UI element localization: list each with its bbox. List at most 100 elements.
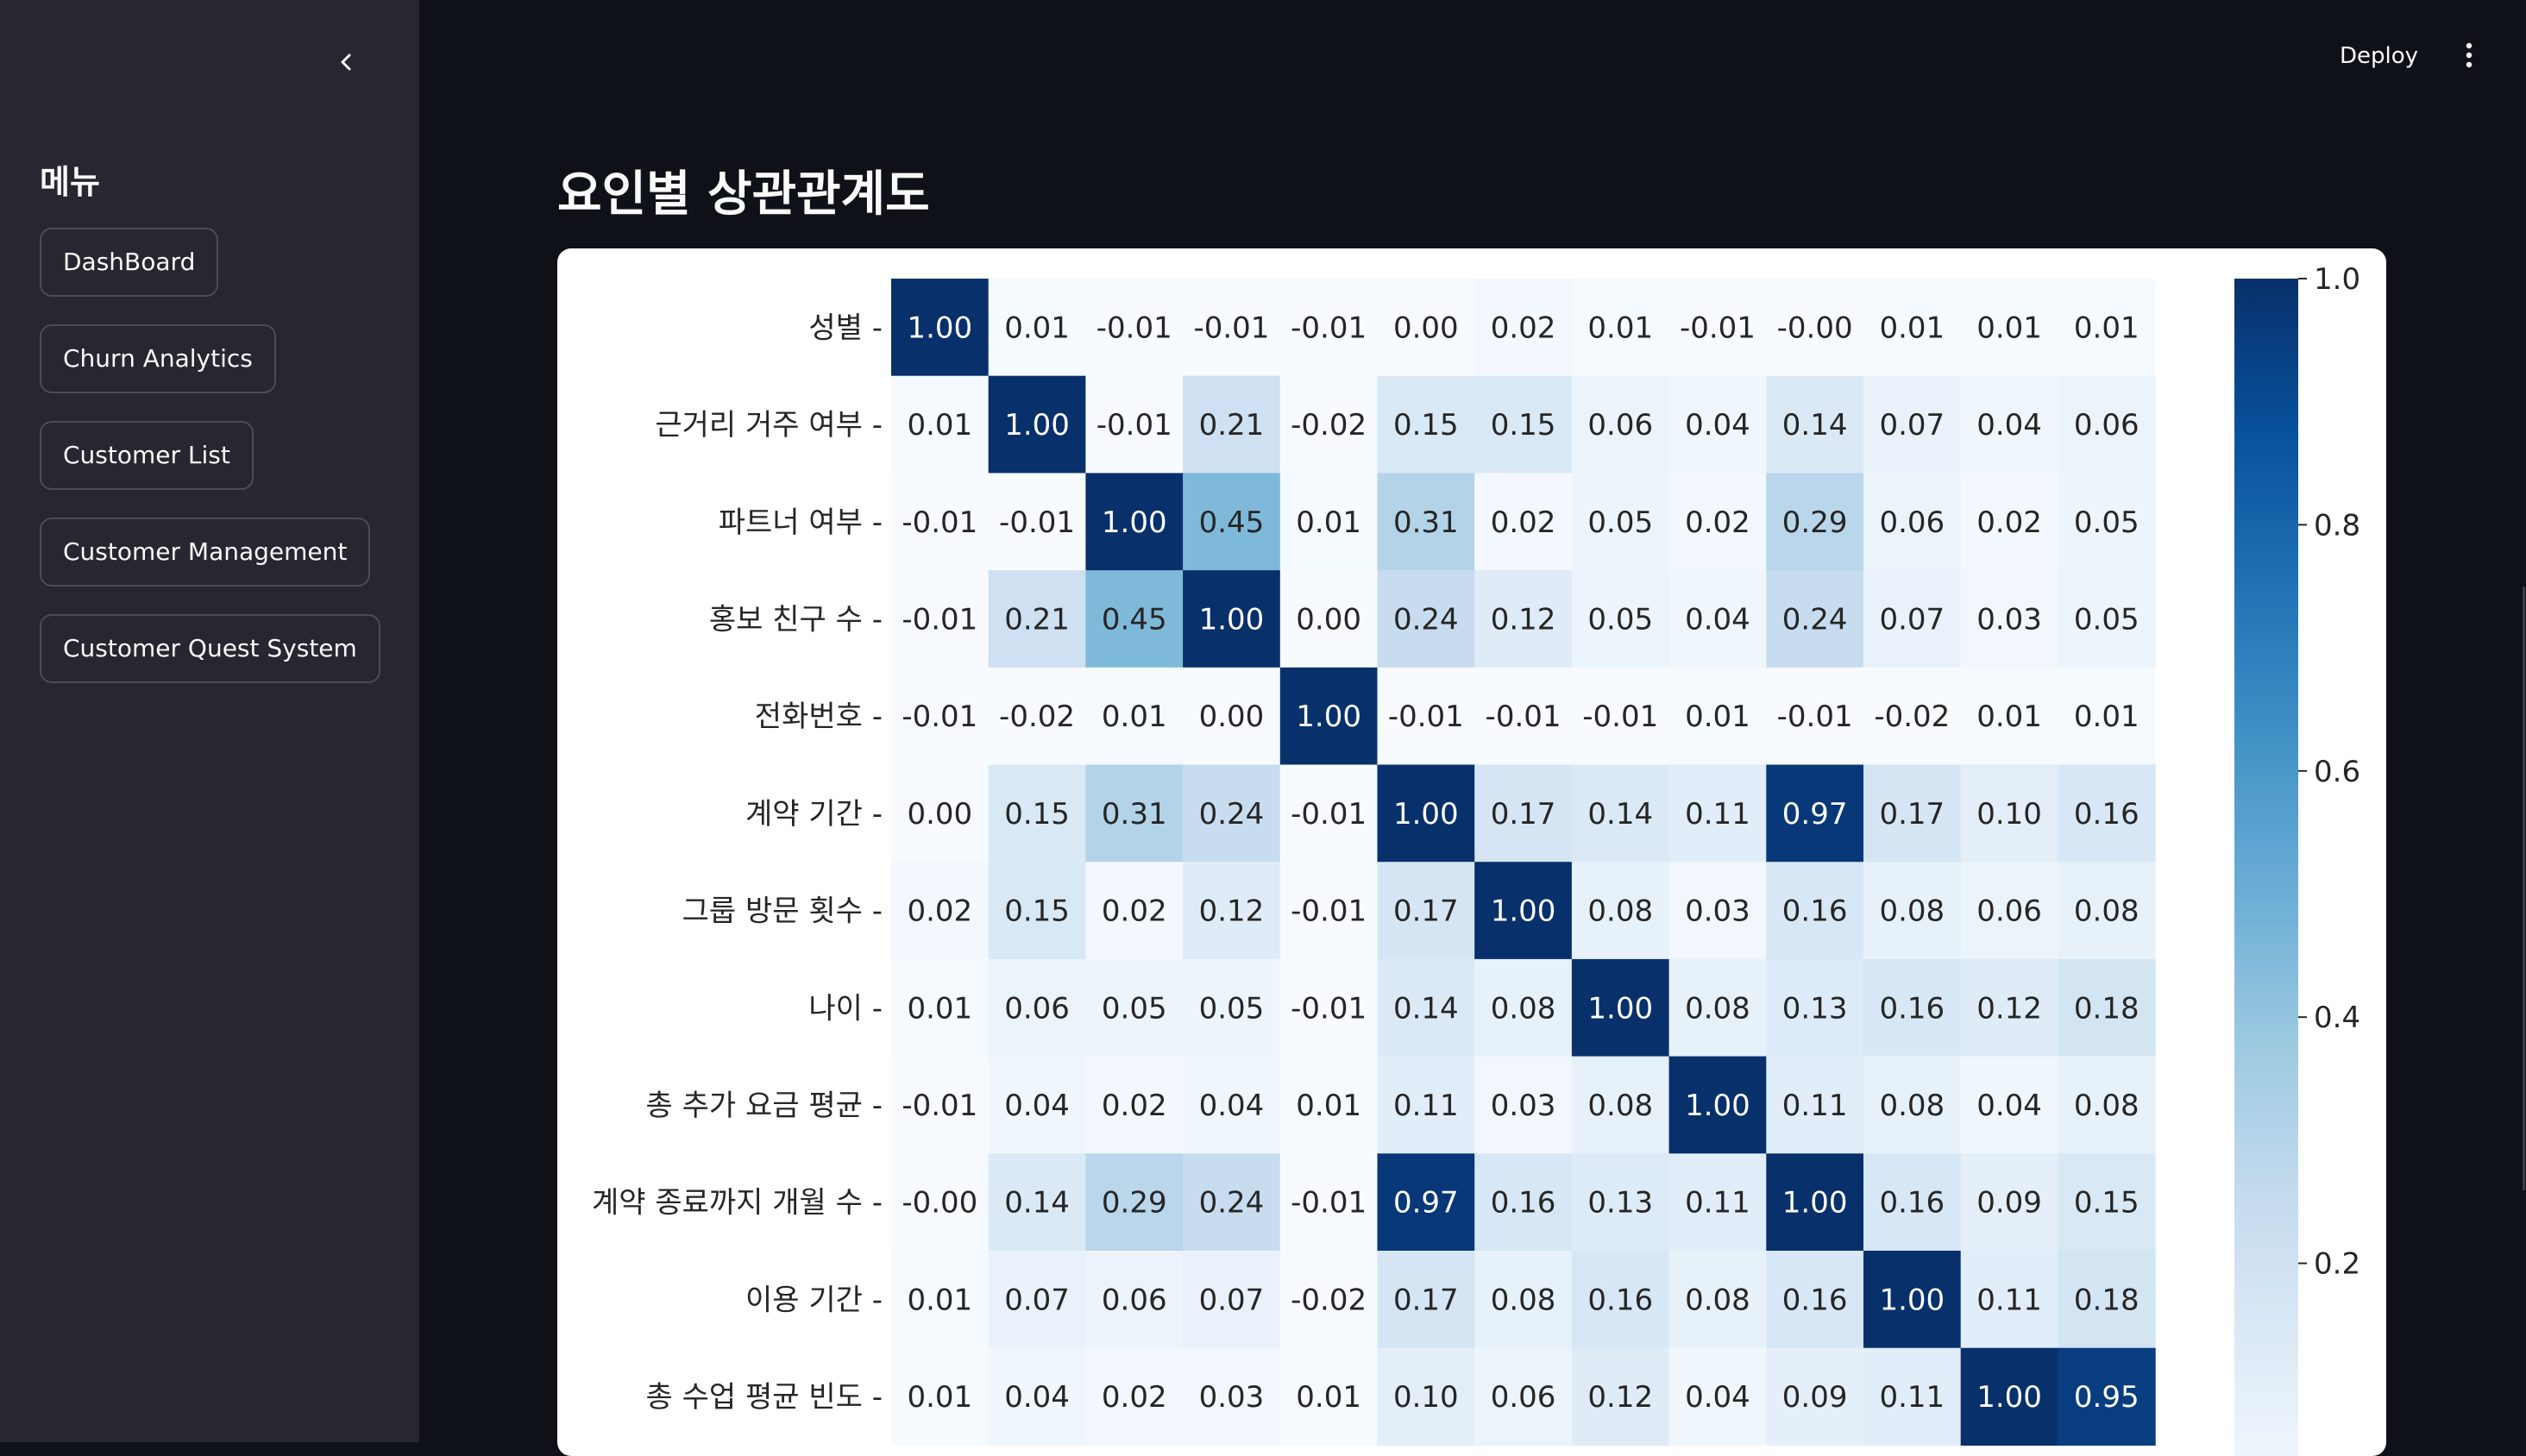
page-scrollbar[interactable] bbox=[2523, 587, 2525, 1190]
heatmap-cell-value: 0.12 bbox=[1199, 894, 1265, 929]
heatmap-cell-value: 0.14 bbox=[1393, 991, 1459, 1026]
heatmap-cell-value: -0.01 bbox=[1291, 1186, 1367, 1221]
heatmap-cell-value: 0.08 bbox=[2074, 894, 2140, 929]
heatmap-cell-value: 0.08 bbox=[1879, 894, 1945, 929]
heatmap-cell-value: 0.21 bbox=[1199, 408, 1265, 442]
heatmap-cell-value: 0.02 bbox=[907, 894, 972, 929]
heatmap-cell-value: 0.15 bbox=[1004, 894, 1070, 929]
heatmap-cell bbox=[1085, 1056, 1184, 1154]
heatmap-cell bbox=[1668, 279, 1767, 377]
heatmap-cell bbox=[1668, 1056, 1767, 1154]
heatmap-cell bbox=[1571, 375, 1670, 474]
heatmap-cell-value: 0.95 bbox=[2074, 1380, 2140, 1415]
heatmap-cell-value: 0.05 bbox=[1199, 991, 1265, 1026]
heatmap-cell-value: 0.01 bbox=[907, 991, 972, 1026]
heatmap-cell-value: 0.13 bbox=[1782, 991, 1848, 1026]
heatmap-cell-value: 0.10 bbox=[1976, 797, 2042, 832]
heatmap-cell bbox=[1377, 1251, 1475, 1349]
heatmap-cell bbox=[1960, 862, 2058, 960]
main-menu-button[interactable] bbox=[2452, 36, 2486, 74]
heatmap-cell bbox=[1474, 1251, 1573, 1349]
nav-customer-quest-system-button[interactable]: Customer Quest System bbox=[40, 614, 380, 683]
heatmap-cell bbox=[1668, 570, 1767, 668]
heatmap-cell bbox=[988, 862, 1086, 960]
heatmap-cell-value: -0.01 bbox=[902, 505, 977, 540]
heatmap-cell-value: -0.01 bbox=[1193, 311, 1269, 345]
heatmap-cell-value: 0.14 bbox=[1587, 797, 1653, 832]
heatmap-cell bbox=[1183, 473, 1281, 571]
heatmap-cell bbox=[1668, 764, 1767, 863]
heatmap-cell bbox=[988, 570, 1086, 668]
heatmap-cell-value: -0.01 bbox=[1582, 700, 1658, 734]
heatmap-cell-value: 0.01 bbox=[1296, 1380, 1361, 1415]
vertical-dots-icon bbox=[2466, 42, 2473, 68]
heatmap-cell bbox=[988, 1347, 1086, 1446]
heatmap-cell bbox=[1863, 958, 1962, 1057]
heatmap-cell-value: 0.02 bbox=[1102, 894, 1167, 929]
heatmap-cell-value: 0.17 bbox=[1491, 797, 1556, 832]
heatmap-cell bbox=[1279, 570, 1379, 668]
heatmap-cell-value: 0.03 bbox=[1685, 894, 1750, 929]
heatmap-cell bbox=[1668, 1251, 1767, 1349]
heatmap-cell-value: 0.11 bbox=[1879, 1380, 1945, 1415]
heatmap-cell bbox=[1960, 1153, 2058, 1252]
heatmap-cell bbox=[2058, 764, 2156, 863]
heatmap-cell-value: 0.00 bbox=[907, 797, 972, 832]
heatmap-cell bbox=[891, 764, 990, 863]
heatmap-cell-value: 0.97 bbox=[1393, 1186, 1459, 1221]
heatmap-cell-value: 0.08 bbox=[1491, 991, 1556, 1026]
heatmap-cell bbox=[1377, 1347, 1475, 1446]
heatmap-cell-value: 0.06 bbox=[2074, 408, 2140, 442]
heatmap-cell-value: 0.03 bbox=[1199, 1380, 1265, 1415]
heatmap-cell-value: -0.01 bbox=[902, 1089, 977, 1123]
heatmap-cell bbox=[891, 958, 990, 1057]
heatmap-cell bbox=[2058, 958, 2156, 1057]
heatmap-cell bbox=[1863, 667, 1962, 766]
heatmap-cell bbox=[1571, 958, 1670, 1057]
heatmap-cell bbox=[1766, 1153, 1864, 1252]
heatmap-cell bbox=[1766, 1251, 1864, 1349]
nav-customer-management-button[interactable]: Customer Management bbox=[40, 518, 371, 587]
heatmap-cell-value: 0.01 bbox=[1004, 311, 1070, 345]
heatmap-cell-value: 0.03 bbox=[1491, 1089, 1556, 1123]
heatmap-cell-value: 1.00 bbox=[1004, 408, 1070, 442]
heatmap-cell bbox=[1474, 1056, 1573, 1154]
heatmap-cell-value: 0.01 bbox=[2074, 311, 2140, 345]
heatmap-cell bbox=[1766, 473, 1864, 571]
heatmap-cell bbox=[1571, 279, 1670, 377]
heatmap-cell bbox=[1668, 958, 1767, 1057]
nav-customer-list-button[interactable]: Customer List bbox=[40, 421, 254, 490]
correlation-heatmap: 성별 -1.00 0.01 -0.01 -0.01 -0.01 0.00 0.02 0.01-… bbox=[592, 262, 2360, 1456]
heatmap-cell-value: -0.01 bbox=[999, 505, 1075, 540]
heatmap-cell-value: 0.11 bbox=[1393, 1089, 1459, 1123]
nav-churn-analytics-button[interactable]: Churn Analytics bbox=[40, 324, 276, 393]
heatmap-cell bbox=[1183, 862, 1281, 960]
heatmap-cell-value: 0.08 bbox=[1685, 1283, 1750, 1317]
heatmap-cell-value: 0.04 bbox=[1004, 1089, 1070, 1123]
heatmap-cell-value: 1.00 bbox=[907, 311, 972, 345]
heatmap-cell bbox=[1766, 1347, 1864, 1446]
nav-dashboard-button[interactable]: DashBoard bbox=[40, 228, 219, 297]
deploy-button[interactable]: Deploy bbox=[2329, 35, 2429, 78]
heatmap-row-label: 계약 종료까지 개월 수 - bbox=[592, 1186, 883, 1221]
heatmap-cell bbox=[1571, 667, 1670, 766]
collapse-sidebar-button[interactable] bbox=[328, 43, 366, 81]
heatmap-cell bbox=[1474, 570, 1573, 668]
heatmap-cell-value: 0.11 bbox=[1782, 1089, 1848, 1123]
heatmap-cell-value: 0.00 bbox=[1296, 602, 1361, 637]
heatmap-cell bbox=[1960, 1251, 2058, 1349]
heatmap-cell-value: 0.97 bbox=[1782, 797, 1848, 832]
heatmap-cell-value: 1.00 bbox=[1976, 1380, 2042, 1415]
heatmap-cell-value: -0.01 bbox=[1486, 700, 1561, 734]
heatmap-cell bbox=[1863, 764, 1962, 863]
heatmap-cell-value: 0.00 bbox=[1199, 700, 1265, 734]
heatmap-cell bbox=[988, 375, 1086, 474]
heatmap-cell bbox=[1474, 764, 1573, 863]
heatmap-cell-value: 0.16 bbox=[1879, 991, 1945, 1026]
heatmap-cell-value: -0.00 bbox=[1777, 311, 1853, 345]
page-title: 요인별 상관관계도 bbox=[557, 166, 930, 223]
heatmap-cell bbox=[1571, 473, 1670, 571]
heatmap-cell bbox=[1668, 1153, 1767, 1252]
heatmap-cell-value: 1.00 bbox=[1685, 1089, 1750, 1123]
heatmap-cell-value: 1.00 bbox=[1491, 894, 1556, 929]
